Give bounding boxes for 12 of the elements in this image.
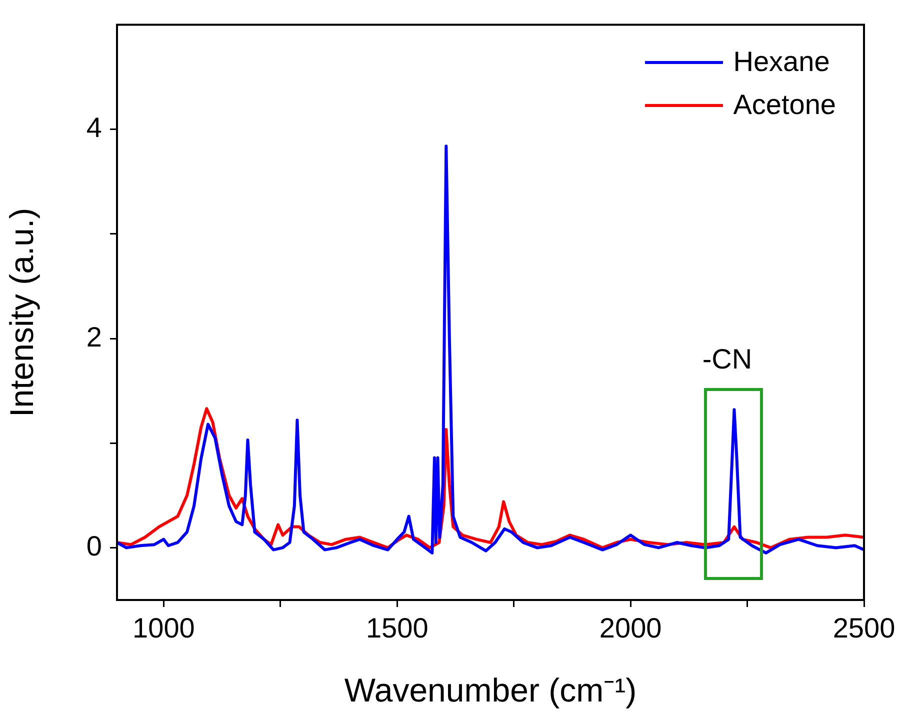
legend-label: Hexane	[733, 46, 830, 78]
y-tick-label: 4	[86, 112, 102, 144]
y-axis-title: Intensity (a.u.)	[2, 208, 40, 417]
x-tick-label: 2500	[832, 612, 896, 644]
legend-label: Acetone	[733, 89, 836, 122]
y-tick-label: 2	[86, 321, 102, 352]
x-tick-label: 2000	[599, 612, 662, 644]
annotation: -CN	[702, 343, 752, 374]
x-axis-title: Wavenumber (cm⁻¹)	[344, 671, 637, 708]
x-tick-label: 1500	[366, 612, 428, 644]
x-tick-label: 1000	[132, 612, 195, 644]
y-tick-label: 0	[86, 530, 102, 562]
